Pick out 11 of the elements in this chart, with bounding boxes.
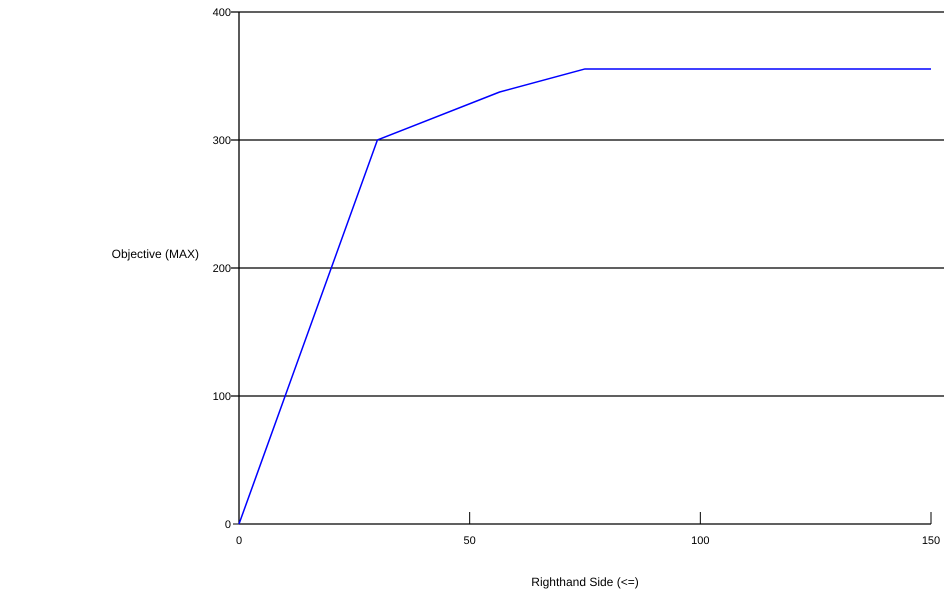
x-tick-label: 50	[464, 535, 476, 547]
y-tick-label: 0	[224, 518, 231, 531]
x-tick-label: 100	[691, 535, 710, 547]
y-axis-title: Objective (MAX)	[112, 247, 199, 261]
x-tick-label: 0	[236, 535, 242, 547]
y-tick-label: 300	[212, 134, 231, 147]
x-tick-label: 150	[922, 535, 940, 547]
y-tick-label: 100	[212, 390, 231, 403]
y-tick-label: 400	[212, 6, 231, 19]
y-tick-label: 200	[212, 262, 231, 275]
x-axis-title: Righthand Side (<=)	[531, 575, 639, 589]
